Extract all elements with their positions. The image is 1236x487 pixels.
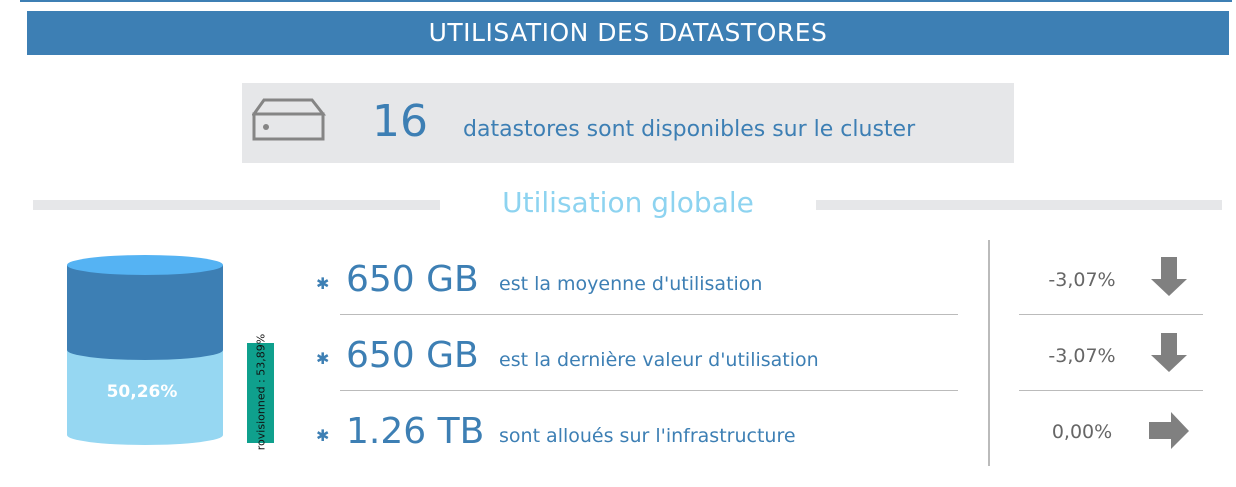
change-value: 0,00% bbox=[1051, 421, 1113, 443]
row-divider bbox=[1019, 390, 1203, 391]
stat-value: 650 GB bbox=[346, 335, 479, 376]
datastore-count-panel bbox=[242, 83, 1014, 163]
hard-drive-icon bbox=[252, 98, 327, 141]
row-divider bbox=[1019, 314, 1203, 315]
arrow-right-icon bbox=[1149, 412, 1189, 449]
top-border bbox=[20, 0, 1232, 2]
page-title: UTILISATION DES DATASTORES bbox=[27, 11, 1229, 55]
bullet-icon: ✱ bbox=[316, 349, 330, 368]
arrow-down-icon bbox=[1151, 333, 1187, 372]
provisioned-bar bbox=[247, 343, 274, 443]
datastore-count-text: datastores sont disponibles sur le clust… bbox=[463, 117, 916, 142]
section-divider-left bbox=[33, 200, 440, 210]
bullet-icon: ✱ bbox=[316, 426, 330, 445]
used-percent-label: 50,26% bbox=[106, 382, 178, 402]
stat-value: 650 GB bbox=[346, 259, 479, 300]
datastore-count: 16 bbox=[372, 96, 428, 147]
stat-label: est la dernière valeur d'utilisation bbox=[499, 349, 819, 371]
provisioned-label: rovisionned : 53,89% bbox=[254, 333, 268, 451]
section-title: Utilisation globale bbox=[502, 186, 754, 219]
section-divider-right bbox=[816, 200, 1222, 210]
datastore-usage-cylinder bbox=[67, 255, 223, 445]
row-divider bbox=[340, 390, 958, 391]
bullet-icon: ✱ bbox=[316, 274, 330, 293]
change-value: -3,07% bbox=[1048, 269, 1116, 291]
vertical-divider bbox=[988, 240, 990, 466]
change-value: -3,07% bbox=[1048, 345, 1116, 367]
arrow-down-icon bbox=[1151, 257, 1187, 296]
stat-value: 1.26 TB bbox=[346, 411, 485, 452]
stat-label: sont alloués sur l'infrastructure bbox=[499, 425, 796, 447]
stat-label: est la moyenne d'utilisation bbox=[499, 273, 763, 295]
row-divider bbox=[340, 314, 958, 315]
